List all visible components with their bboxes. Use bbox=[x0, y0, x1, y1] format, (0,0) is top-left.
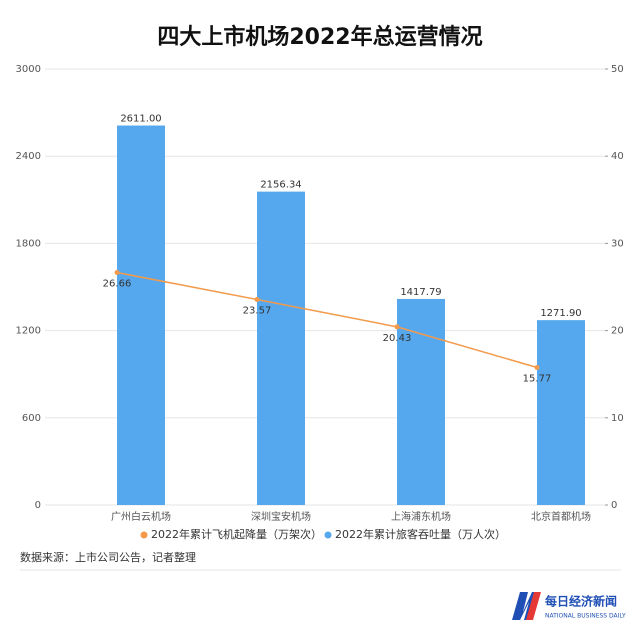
line-point bbox=[394, 324, 400, 330]
legend-label: 2022年累计旅客吞吐量（万人次） bbox=[335, 527, 506, 541]
y-tick-label: 600 bbox=[22, 413, 41, 424]
y2-tick-label: 10 bbox=[611, 413, 624, 424]
bar bbox=[397, 298, 445, 505]
y2-tick-label: 20 bbox=[611, 326, 624, 337]
y2-tick-label: 50 bbox=[611, 64, 624, 75]
logo: 每日经济新闻 NATIONAL BUSINESS DAILY bbox=[512, 592, 626, 620]
bar bbox=[117, 125, 165, 505]
source: 数据来源：上市公司公告，记者整理 bbox=[20, 550, 196, 564]
line-value-label: 23.57 bbox=[243, 305, 272, 316]
y2-tick-label: 30 bbox=[611, 238, 624, 249]
bar bbox=[257, 191, 305, 505]
line bbox=[116, 271, 538, 369]
y-tick-label: 3000 bbox=[16, 64, 41, 75]
x-tick-label: 上海浦东机场 bbox=[391, 510, 451, 523]
line-point bbox=[114, 270, 120, 276]
y2-tick-label: 40 bbox=[611, 151, 624, 162]
line-point bbox=[534, 364, 540, 370]
x-tick-label: 深圳宝安机场 bbox=[251, 510, 311, 523]
bar-value-label: 1271.90 bbox=[540, 308, 581, 319]
line-value-label: 15.77 bbox=[523, 373, 552, 384]
y2-tick-label: 0 bbox=[611, 500, 617, 511]
y-tick-label: 1200 bbox=[16, 326, 41, 337]
line-value-label: 20.43 bbox=[383, 333, 412, 344]
x-tick-label: 广州白云机场 bbox=[111, 510, 171, 523]
y-tick-label: 0 bbox=[35, 500, 41, 511]
chart-title: 四大上市机场2022年总运营情况 bbox=[157, 24, 482, 50]
line-value-label: 26.66 bbox=[103, 279, 132, 290]
legend-label: 2022年累计飞机起降量（万架次） bbox=[151, 527, 322, 541]
legend-marker bbox=[324, 531, 332, 539]
bar-value-label: 2611.00 bbox=[120, 114, 161, 125]
y-tick-label: 1800 bbox=[16, 238, 41, 249]
legend-marker bbox=[140, 531, 148, 539]
logo-mark-accent bbox=[526, 592, 541, 620]
line-point bbox=[254, 296, 260, 302]
logo-subtitle: NATIONAL BUSINESS DAILY bbox=[545, 613, 626, 620]
bar-value-label: 1417.79 bbox=[400, 287, 441, 298]
logo-name: 每日经济新闻 bbox=[545, 594, 617, 609]
x-tick-label: 北京首都机场 bbox=[531, 510, 591, 523]
y-tick-label: 2400 bbox=[16, 151, 41, 162]
bar-value-label: 2156.34 bbox=[260, 180, 301, 191]
bar bbox=[537, 320, 585, 505]
